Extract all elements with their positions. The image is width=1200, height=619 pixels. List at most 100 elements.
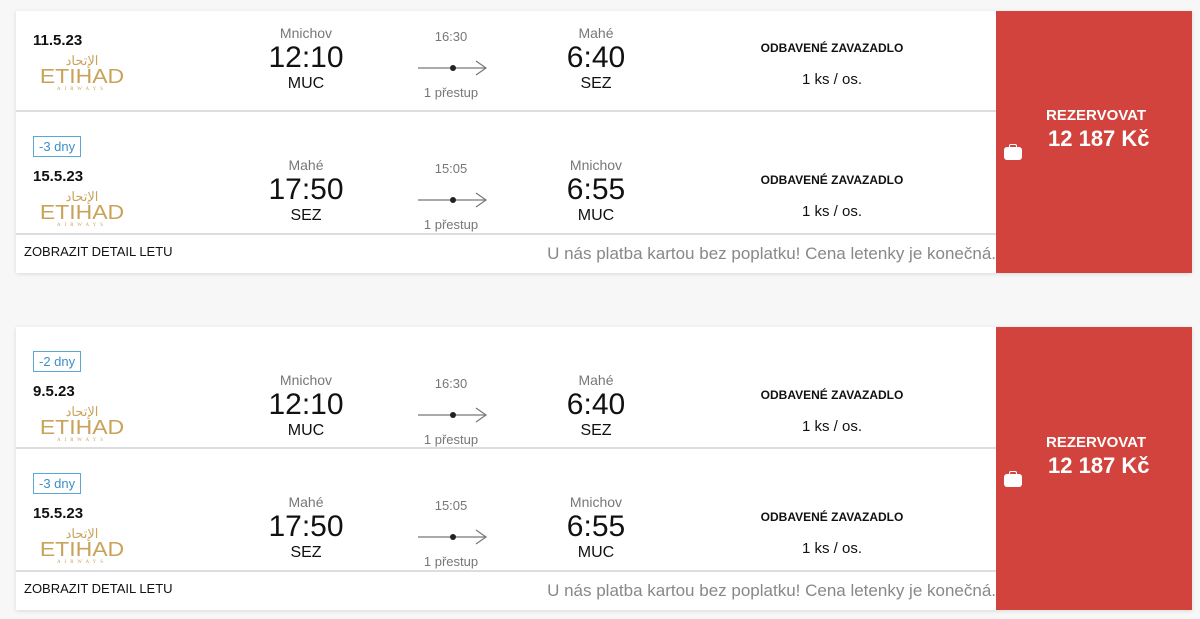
- flight-leg: 11.5.23 الإتحاد ETIHAD AIRWAYS Mnichov 12:10 M…: [16, 11, 996, 112]
- from-city: Mnichov: [279, 372, 333, 388]
- to-time: 6:55: [566, 510, 626, 543]
- departure: Mahé 17:50 SEZ: [236, 494, 376, 562]
- logo-sub: AIRWAYS: [56, 87, 108, 92]
- stops-count: 1 přestup: [423, 217, 479, 232]
- etihad-airways-logo: الإتحاد ETIHAD AIRWAYS: [38, 405, 126, 447]
- to-time: 6:55: [566, 173, 626, 206]
- to-airport-code: SEZ: [580, 75, 612, 92]
- book-price: 12 187 Kč: [1048, 453, 1150, 478]
- from-airport-code: MUC: [287, 75, 325, 92]
- to-city: Mahé: [578, 25, 614, 41]
- from-city: Mahé: [288, 494, 324, 510]
- baggage-title: ODBAVENÉ ZAVAZADLO: [760, 510, 904, 524]
- logo-sub: AIRWAYS: [56, 560, 108, 565]
- day-offset-badge: -3 dny: [33, 136, 82, 157]
- flight-offer-card: 11.5.23 الإتحاد ETIHAD AIRWAYS Mnichov 12:10 M…: [16, 11, 1192, 273]
- flight-duration: 15:05: [434, 498, 468, 513]
- book-label: REZERVOVAT: [1046, 107, 1147, 124]
- arrival: Mahé 6:40 SEZ: [526, 25, 666, 93]
- from-city: Mahé: [288, 157, 324, 173]
- to-time: 6:40: [566, 388, 626, 421]
- etihad-airways-logo: الإتحاد ETIHAD AIRWAYS: [38, 527, 126, 569]
- flight-date: 15.5.23: [33, 505, 84, 522]
- logo-arabic: الإتحاد: [65, 189, 99, 204]
- flight-duration: 16:30: [434, 376, 468, 391]
- flight-duration: 15:05: [434, 161, 468, 176]
- offer-details: -2 dny 9.5.23 الإتحاد ETIHAD AIRWAYS Mnichov 1…: [16, 327, 996, 610]
- baggage-title: ODBAVENÉ ZAVAZADLO: [760, 41, 904, 55]
- baggage-value: 1 ks / os.: [801, 540, 863, 557]
- offer-footer: ZOBRAZIT DETAIL LETU U nás platba kartou …: [16, 572, 996, 610]
- to-city: Mahé: [578, 372, 614, 388]
- baggage-value: 1 ks / os.: [801, 71, 863, 88]
- from-time: 12:10: [268, 388, 344, 421]
- from-time: 12:10: [268, 41, 344, 74]
- offer-footer: ZOBRAZIT DETAIL LETU U nás platba kartou …: [16, 235, 996, 273]
- to-city: Mnichov: [569, 494, 623, 510]
- checked-baggage: ODBAVENÉ ZAVAZADLO 1 ks / os.: [716, 510, 948, 557]
- to-city: Mnichov: [569, 157, 623, 173]
- route-arrow-icon: [416, 529, 488, 545]
- checked-baggage: ODBAVENÉ ZAVAZADLO 1 ks / os.: [716, 173, 948, 220]
- logo-arabic: الإتحاد: [65, 404, 99, 419]
- flight-date: 11.5.23: [33, 32, 83, 49]
- payment-note: U nás platba kartou bez poplatku! Cena l…: [547, 581, 996, 600]
- logo-sub: AIRWAYS: [56, 223, 108, 228]
- arrival: Mahé 6:40 SEZ: [526, 372, 666, 440]
- logo-sub: AIRWAYS: [56, 438, 108, 443]
- baggage-value: 1 ks / os.: [801, 203, 863, 220]
- checked-baggage: ODBAVENÉ ZAVAZADLO 1 ks / os.: [716, 41, 948, 88]
- arrival: Mnichov 6:55 MUC: [526, 494, 666, 562]
- to-time: 6:40: [566, 41, 626, 74]
- flight-leg: -2 dny 9.5.23 الإتحاد ETIHAD AIRWAYS Mnichov 1…: [16, 327, 996, 449]
- departure: Mnichov 12:10 MUC: [236, 372, 376, 440]
- stops-count: 1 přestup: [423, 85, 479, 100]
- from-airport-code: SEZ: [290, 207, 322, 224]
- from-city: Mnichov: [279, 25, 333, 41]
- baggage-title: ODBAVENÉ ZAVAZADLO: [760, 388, 904, 402]
- from-time: 17:50: [268, 510, 344, 543]
- flight-leg: -3 dny 15.5.23 الإتحاد ETIHAD AIRWAYS Mahé 17:…: [16, 449, 996, 572]
- logo-name: ETIHAD: [39, 417, 125, 439]
- offer-details: 11.5.23 الإتحاد ETIHAD AIRWAYS Mnichov 12:10 M…: [16, 11, 996, 273]
- route-arrow-icon: [416, 407, 488, 423]
- to-airport-code: SEZ: [580, 422, 612, 439]
- stops-count: 1 přestup: [423, 554, 479, 569]
- departure: Mnichov 12:10 MUC: [236, 25, 376, 93]
- logo-name: ETIHAD: [39, 66, 125, 88]
- day-offset-badge: -2 dny: [33, 351, 82, 372]
- to-airport-code: MUC: [577, 544, 615, 561]
- logo-arabic: الإتحاد: [65, 526, 99, 541]
- book-button[interactable]: REZERVOVAT 12 187 Kč: [996, 11, 1192, 273]
- etihad-airways-logo: الإتحاد ETIHAD AIRWAYS: [38, 190, 126, 232]
- flight-date: 15.5.23: [33, 168, 84, 185]
- route-arrow-icon: [416, 60, 488, 76]
- from-airport-code: SEZ: [290, 544, 322, 561]
- route-arrow-icon: [416, 192, 488, 208]
- to-airport-code: MUC: [577, 207, 615, 224]
- checked-baggage: ODBAVENÉ ZAVAZADLO 1 ks / os.: [716, 388, 948, 435]
- show-flight-detail-link[interactable]: ZOBRAZIT DETAIL LETU: [24, 244, 173, 259]
- book-label: REZERVOVAT: [1046, 434, 1147, 451]
- baggage-title: ODBAVENÉ ZAVAZADLO: [760, 173, 904, 187]
- payment-note: U nás platba kartou bez poplatku! Cena l…: [547, 244, 996, 263]
- baggage-value: 1 ks / os.: [801, 418, 863, 435]
- departure: Mahé 17:50 SEZ: [236, 157, 376, 225]
- flight-date: 9.5.23: [33, 383, 75, 400]
- flight-offer-card: -2 dny 9.5.23 الإتحاد ETIHAD AIRWAYS Mnichov 1…: [16, 327, 1192, 610]
- logo-arabic: الإتحاد: [65, 53, 99, 68]
- book-button[interactable]: REZERVOVAT 12 187 Kč: [996, 327, 1192, 610]
- arrival: Mnichov 6:55 MUC: [526, 157, 666, 225]
- suitcase-icon: [1004, 144, 1022, 160]
- show-flight-detail-link[interactable]: ZOBRAZIT DETAIL LETU: [24, 581, 173, 596]
- book-price: 12 187 Kč: [1048, 126, 1150, 151]
- flight-leg: -3 dny 15.5.23 الإتحاد ETIHAD AIRWAYS Mahé 17:…: [16, 112, 996, 235]
- from-airport-code: MUC: [287, 422, 325, 439]
- suitcase-icon: [1004, 471, 1022, 487]
- logo-name: ETIHAD: [39, 539, 125, 561]
- stops-count: 1 přestup: [423, 432, 479, 447]
- etihad-airways-logo: الإتحاد ETIHAD AIRWAYS: [38, 54, 126, 96]
- flight-duration: 16:30: [434, 29, 468, 44]
- logo-name: ETIHAD: [39, 202, 125, 224]
- from-time: 17:50: [268, 173, 344, 206]
